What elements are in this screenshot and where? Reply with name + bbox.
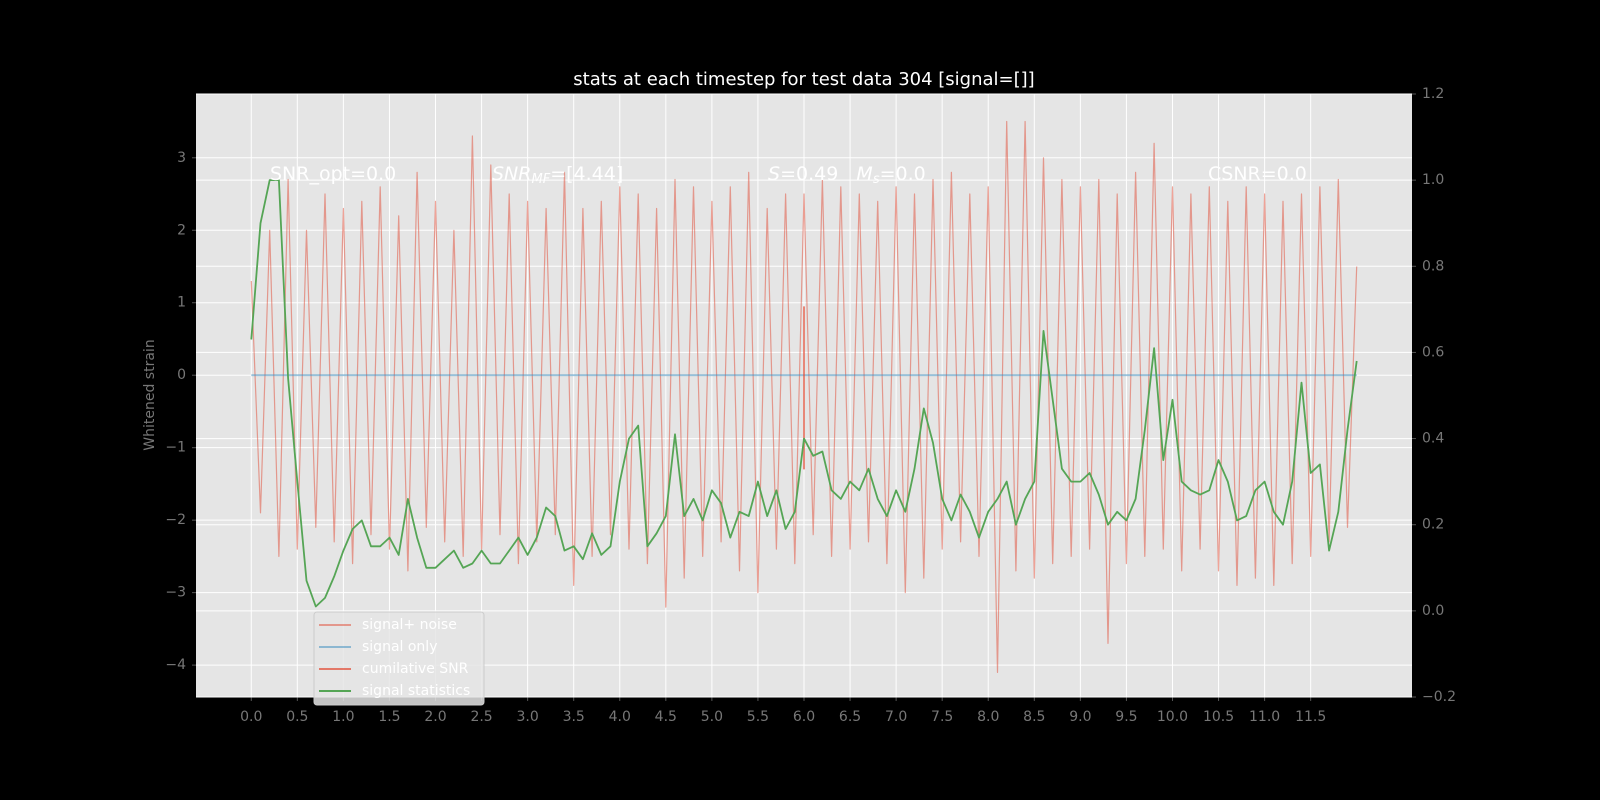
annotation-part: SNR (492, 163, 531, 185)
chart-title: stats at each timestep for test data 304… (573, 69, 1034, 90)
annotation-part: MF (531, 172, 550, 187)
y-tick-label: −4 (165, 657, 186, 673)
x-tick-label: 9.0 (1069, 709, 1091, 725)
annotation: SNR_opt=0.0 (270, 163, 396, 185)
annotation-part: s (873, 172, 880, 187)
y2-tick-label: 0.0 (1422, 603, 1444, 619)
annotation-part: =[4.44] (550, 163, 623, 185)
y2-tick-label: 0.2 (1422, 517, 1444, 533)
annotation-part: SNR_opt=0.0 (270, 163, 396, 185)
annotation-part: M (856, 163, 872, 185)
x-tick-label: 10.0 (1157, 709, 1188, 725)
x-tick-label: 10.5 (1203, 709, 1234, 725)
x-tick-label: 2.5 (470, 709, 492, 725)
x-tick-label: 7.5 (931, 709, 953, 725)
x-tick-label: 11.5 (1295, 709, 1326, 725)
annotation-part: S (768, 163, 780, 185)
annotation-part: =0.49 (780, 163, 856, 185)
y-tick-label: 0 (177, 367, 186, 383)
annotation-part: CSNR=0.0 (1208, 163, 1307, 185)
y2-tick-label: 1.0 (1422, 172, 1444, 188)
series-line (250, 120, 1358, 673)
y-tick-label: 3 (177, 150, 186, 166)
y-tick-label: −1 (165, 440, 186, 456)
x-tick-label: 8.5 (1023, 709, 1045, 725)
x-tick-label: 6.0 (793, 709, 815, 725)
x-tick-label: 4.0 (609, 709, 631, 725)
y2-tick-label: 0.8 (1422, 258, 1444, 274)
x-tick-label: 4.5 (655, 709, 677, 725)
y2-tick-label: −0.2 (1422, 689, 1456, 705)
legend-label: signal statistics (362, 683, 470, 699)
y-tick-label: 2 (177, 222, 186, 238)
legend-label: signal+ noise (362, 617, 457, 633)
y2-tick-label: 1.2 (1422, 86, 1444, 102)
y-tick-label: 1 (177, 295, 186, 311)
x-tick-label: 0.0 (240, 709, 262, 725)
x-tick-label: 11.0 (1249, 709, 1280, 725)
x-tick-label: 1.0 (332, 709, 354, 725)
y2-tick-label: 0.6 (1422, 344, 1444, 360)
annotation: SNRMF=[4.44] (492, 163, 623, 187)
x-tick-label: 5.5 (747, 709, 769, 725)
legend-label: cumilative SNR (362, 661, 469, 677)
y-tick-label: −2 (165, 512, 186, 528)
series-line (250, 179, 1358, 608)
x-tick-label: 3.5 (563, 709, 585, 725)
y-tick-label: −3 (165, 585, 186, 601)
x-tick-label: 1.5 (378, 709, 400, 725)
x-tick-label: 0.5 (286, 709, 308, 725)
y2-tick-label: 0.4 (1422, 431, 1444, 447)
annotation: S=0.49 Ms=0.0 (768, 163, 926, 187)
annotation-part: =0.0 (880, 163, 926, 185)
x-tick-label: 3.0 (517, 709, 539, 725)
x-tick-label: 8.0 (977, 709, 999, 725)
x-tick-label: 7.0 (885, 709, 907, 725)
x-tick-label: 6.5 (839, 709, 861, 725)
annotation: CSNR=0.0 (1208, 163, 1307, 185)
x-tick-label: 9.5 (1115, 709, 1137, 725)
x-tick-label: 2.0 (424, 709, 446, 725)
legend-box (313, 611, 485, 706)
y-axis-label: Whitened strain (142, 339, 158, 450)
legend-label: signal only (362, 639, 437, 655)
x-tick-label: 5.0 (701, 709, 723, 725)
